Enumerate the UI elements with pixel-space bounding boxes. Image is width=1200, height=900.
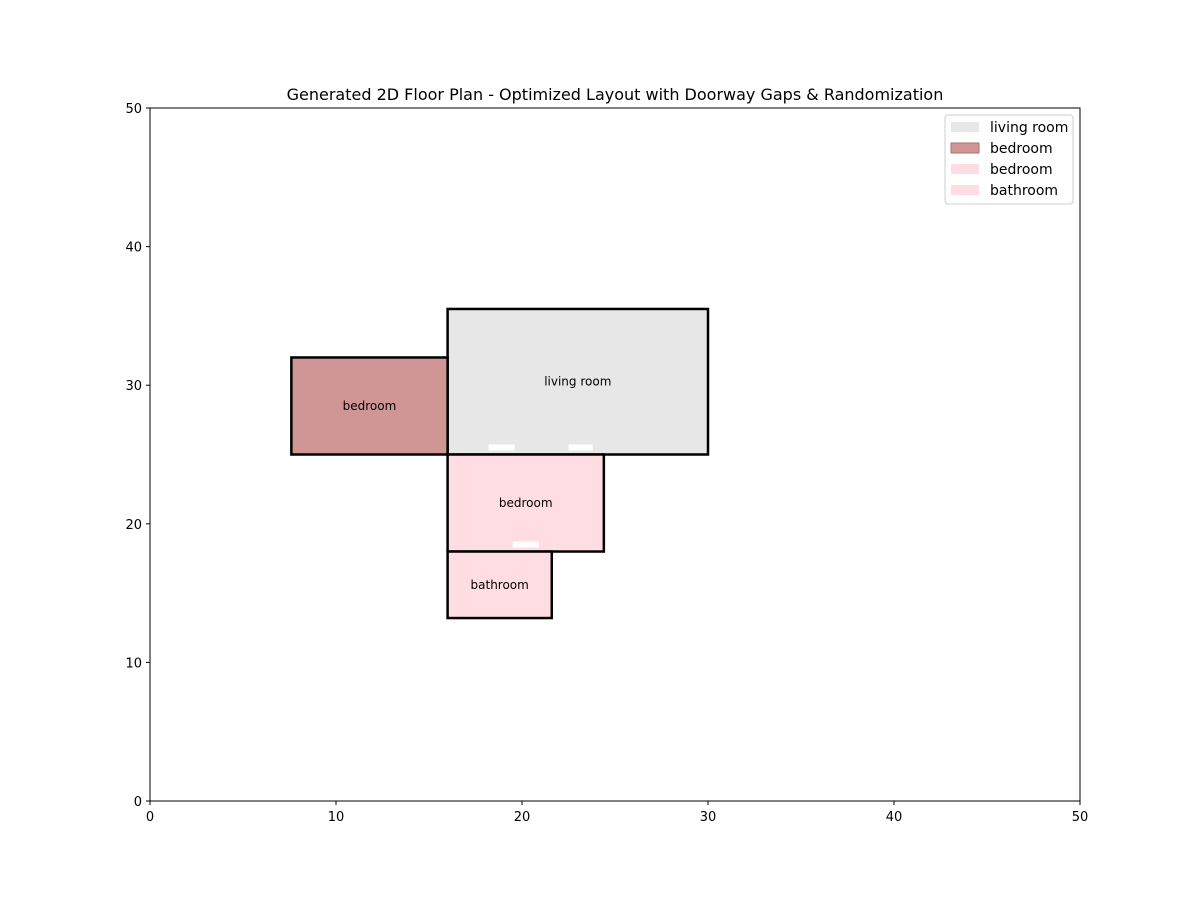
legend-swatch-2 — [951, 164, 979, 174]
doorways-layer — [488, 444, 593, 548]
y-tick-label-2: 20 — [125, 518, 142, 533]
y-axis-ticks: 0 10 20 30 40 50 — [125, 102, 150, 810]
legend: living room bedroom bedroom bathroom — [944, 114, 1074, 205]
room-2 — [446, 453, 606, 553]
y-tick-label-1: 10 — [125, 656, 142, 671]
legend-swatch-3 — [951, 185, 979, 195]
room-label-2: bedroom — [499, 496, 553, 510]
doorway-gap-1 — [568, 444, 593, 451]
x-tick-label-1: 10 — [328, 810, 345, 825]
x-tick-label-0: 0 — [146, 810, 154, 825]
x-tick-label-3: 30 — [700, 810, 717, 825]
doorway-gap-2 — [512, 541, 539, 548]
legend-label-3: bathroom — [990, 183, 1058, 199]
x-axis-ticks: 0 10 20 30 40 50 — [146, 801, 1088, 825]
room-label-0: living room — [544, 375, 611, 389]
x-tick-label-2: 20 — [514, 810, 531, 825]
legend-swatch-0 — [951, 122, 979, 132]
chart-title: Generated 2D Floor Plan - Optimized Layo… — [287, 85, 944, 104]
room-1 — [290, 356, 449, 456]
x-tick-label-4: 40 — [886, 810, 903, 825]
room-3 — [446, 550, 554, 620]
y-tick-label-3: 30 — [125, 379, 142, 394]
legend-label-1: bedroom — [990, 141, 1053, 157]
rooms-layer — [290, 307, 710, 620]
room-label-3: bathroom — [471, 578, 529, 592]
x-tick-label-5: 50 — [1072, 810, 1089, 825]
axes-frame — [149, 107, 1081, 802]
y-tick-label-4: 40 — [125, 241, 142, 256]
room-0 — [446, 307, 710, 456]
legend-swatch-1 — [950, 142, 980, 154]
room-label-1: bedroom — [343, 399, 397, 413]
y-tick-label-0: 0 — [134, 795, 142, 810]
y-tick-label-5: 50 — [125, 102, 142, 117]
doorway-gap-0 — [488, 444, 515, 451]
legend-label-0: living room — [990, 120, 1068, 136]
legend-box — [944, 114, 1074, 205]
room-labels-layer: living room bedroom bedroom bathroom — [343, 375, 612, 592]
legend-label-2: bedroom — [990, 162, 1053, 178]
